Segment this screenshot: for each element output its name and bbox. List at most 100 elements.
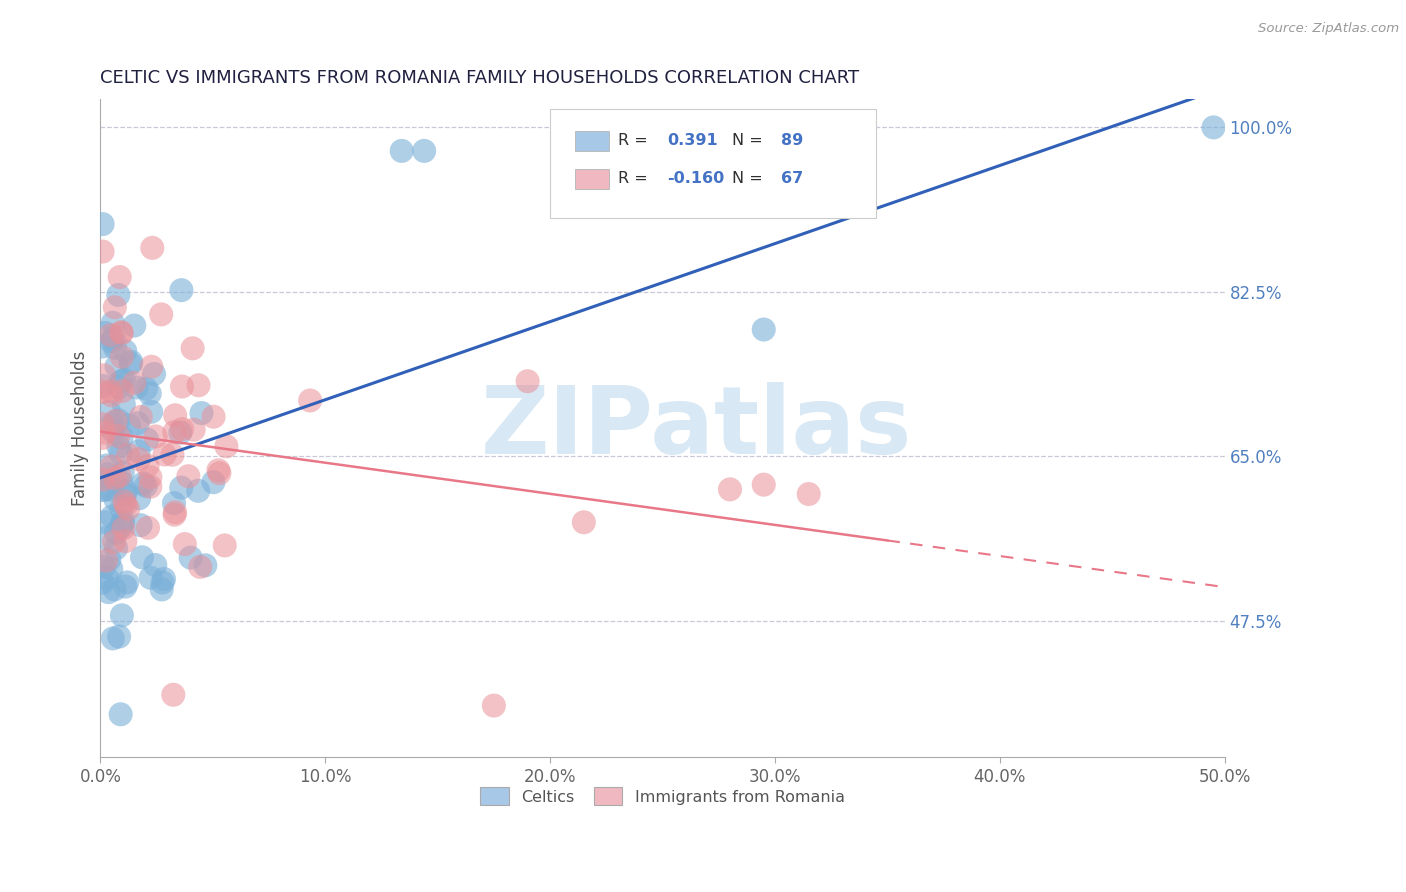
Point [141, 359, 163, 374]
Point [208, 467, 231, 481]
Point [112, 373, 135, 387]
Point [115, 575, 138, 590]
Point [215, 439, 238, 453]
Point [91, 379, 114, 393]
Point [107, 288, 129, 302]
Point [207, 463, 229, 477]
Text: ZIPatlas: ZIPatlas [481, 383, 912, 475]
Point [94, 326, 117, 340]
Point [107, 429, 129, 443]
Point [110, 326, 132, 340]
Point [117, 502, 139, 516]
Point [107, 413, 129, 427]
Point [100, 328, 122, 343]
Point [139, 470, 162, 484]
Point [214, 538, 236, 552]
Point [94, 515, 117, 529]
Point [202, 475, 225, 490]
Point [101, 424, 124, 438]
Point [100, 459, 122, 474]
Point [120, 355, 142, 369]
Point [91, 384, 114, 399]
Point [183, 423, 205, 437]
Point [482, 698, 505, 713]
Point [91, 339, 114, 353]
Point [112, 521, 135, 535]
Point [170, 283, 193, 297]
Point [128, 444, 150, 458]
Point [145, 429, 167, 443]
Point [141, 405, 163, 419]
Point [110, 375, 132, 389]
Point [111, 431, 134, 445]
Point [187, 378, 209, 392]
Point [165, 505, 187, 519]
Point [111, 326, 134, 340]
Point [97, 585, 120, 599]
Point [104, 414, 127, 428]
Point [108, 630, 131, 644]
Point [100, 562, 122, 576]
Text: 89: 89 [780, 133, 803, 148]
Point [162, 448, 184, 462]
Point [96, 571, 118, 585]
Text: 0.391: 0.391 [666, 133, 717, 148]
Point [111, 516, 134, 530]
Point [127, 416, 149, 430]
Text: CELTIC VS IMMIGRANTS FROM ROMANIA FAMILY HOUSEHOLDS CORRELATION CHART: CELTIC VS IMMIGRANTS FROM ROMANIA FAMILY… [100, 69, 859, 87]
Point [141, 241, 163, 255]
Point [143, 367, 166, 381]
Point [516, 374, 538, 388]
Point [163, 425, 186, 440]
Point [101, 316, 124, 330]
Point [718, 483, 741, 497]
Point [104, 472, 127, 486]
Point [103, 582, 125, 597]
Point [114, 499, 136, 513]
Point [114, 483, 136, 498]
Text: Source: ZipAtlas.com: Source: ZipAtlas.com [1258, 22, 1399, 36]
Point [97, 467, 120, 482]
Point [114, 534, 136, 549]
Point [100, 334, 122, 349]
Point [162, 688, 184, 702]
Point [118, 418, 141, 433]
Point [105, 359, 128, 374]
Point [93, 425, 115, 440]
Point [132, 476, 155, 491]
Point [107, 439, 129, 453]
Point [104, 525, 127, 540]
Point [135, 479, 157, 493]
Point [93, 560, 115, 574]
Point [98, 552, 121, 566]
Point [111, 350, 134, 364]
Point [111, 466, 134, 480]
Point [129, 409, 152, 424]
Point [194, 558, 217, 573]
Point [111, 608, 134, 623]
Point [190, 406, 212, 420]
Point [108, 380, 131, 394]
Point [136, 521, 159, 535]
Y-axis label: Family Households: Family Households [72, 351, 89, 506]
Text: -0.160: -0.160 [666, 171, 724, 186]
Point [110, 520, 132, 534]
Point [135, 382, 157, 396]
FancyBboxPatch shape [550, 109, 876, 218]
Point [110, 502, 132, 516]
Point [173, 537, 195, 551]
Point [110, 475, 132, 490]
Point [91, 217, 114, 231]
Point [181, 342, 204, 356]
Point [136, 458, 159, 473]
Point [91, 244, 114, 259]
Point [120, 357, 142, 371]
Point [170, 481, 193, 495]
Point [165, 409, 187, 423]
Point [108, 270, 131, 285]
Point [170, 379, 193, 393]
Point [94, 483, 117, 497]
Text: R =: R = [617, 133, 652, 148]
Point [752, 322, 775, 336]
Point [139, 480, 162, 494]
